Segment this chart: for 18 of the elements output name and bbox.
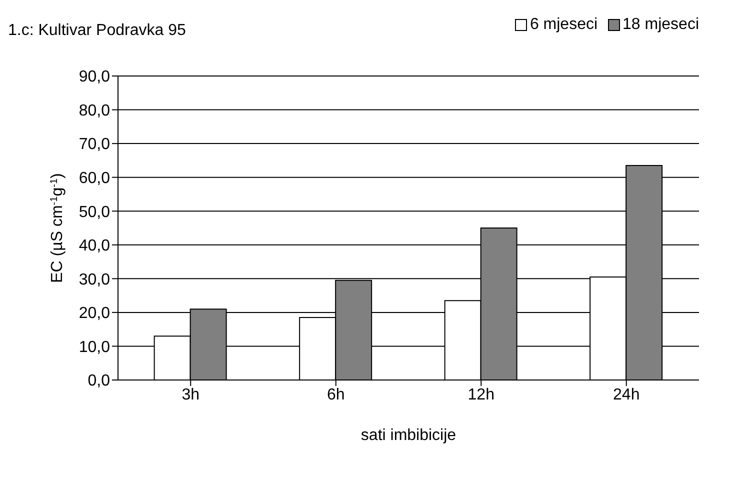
x-tick-label: 3h	[182, 386, 200, 404]
y-tick-label: 70,0	[78, 136, 110, 154]
y-tick-label: 40,0	[78, 238, 110, 255]
y-tick-label: 90,0	[78, 68, 110, 86]
y-tick-label: 50,0	[78, 204, 110, 221]
x-axis-title: sati imbibicije	[360, 427, 456, 444]
y-tick-label: 0,0	[88, 372, 110, 390]
y-tick-label: 80,0	[78, 102, 110, 120]
y-tick-label: 60,0	[78, 170, 110, 188]
y-tick-label: 10,0	[78, 338, 110, 356]
x-tick-label: 12h	[468, 386, 494, 404]
y-tick-label: 20,0	[78, 305, 110, 322]
legend-label: 6 mjeseci	[528, 16, 598, 34]
x-tick-label: 24h	[613, 386, 640, 404]
legend-label: 18 mjeseci	[622, 16, 699, 34]
x-tick-label: 6h	[326, 386, 345, 404]
y-tick-label: 30,0	[78, 271, 110, 288]
chart-title: 1.c: Kultivar Podravka 95	[8, 22, 186, 40]
